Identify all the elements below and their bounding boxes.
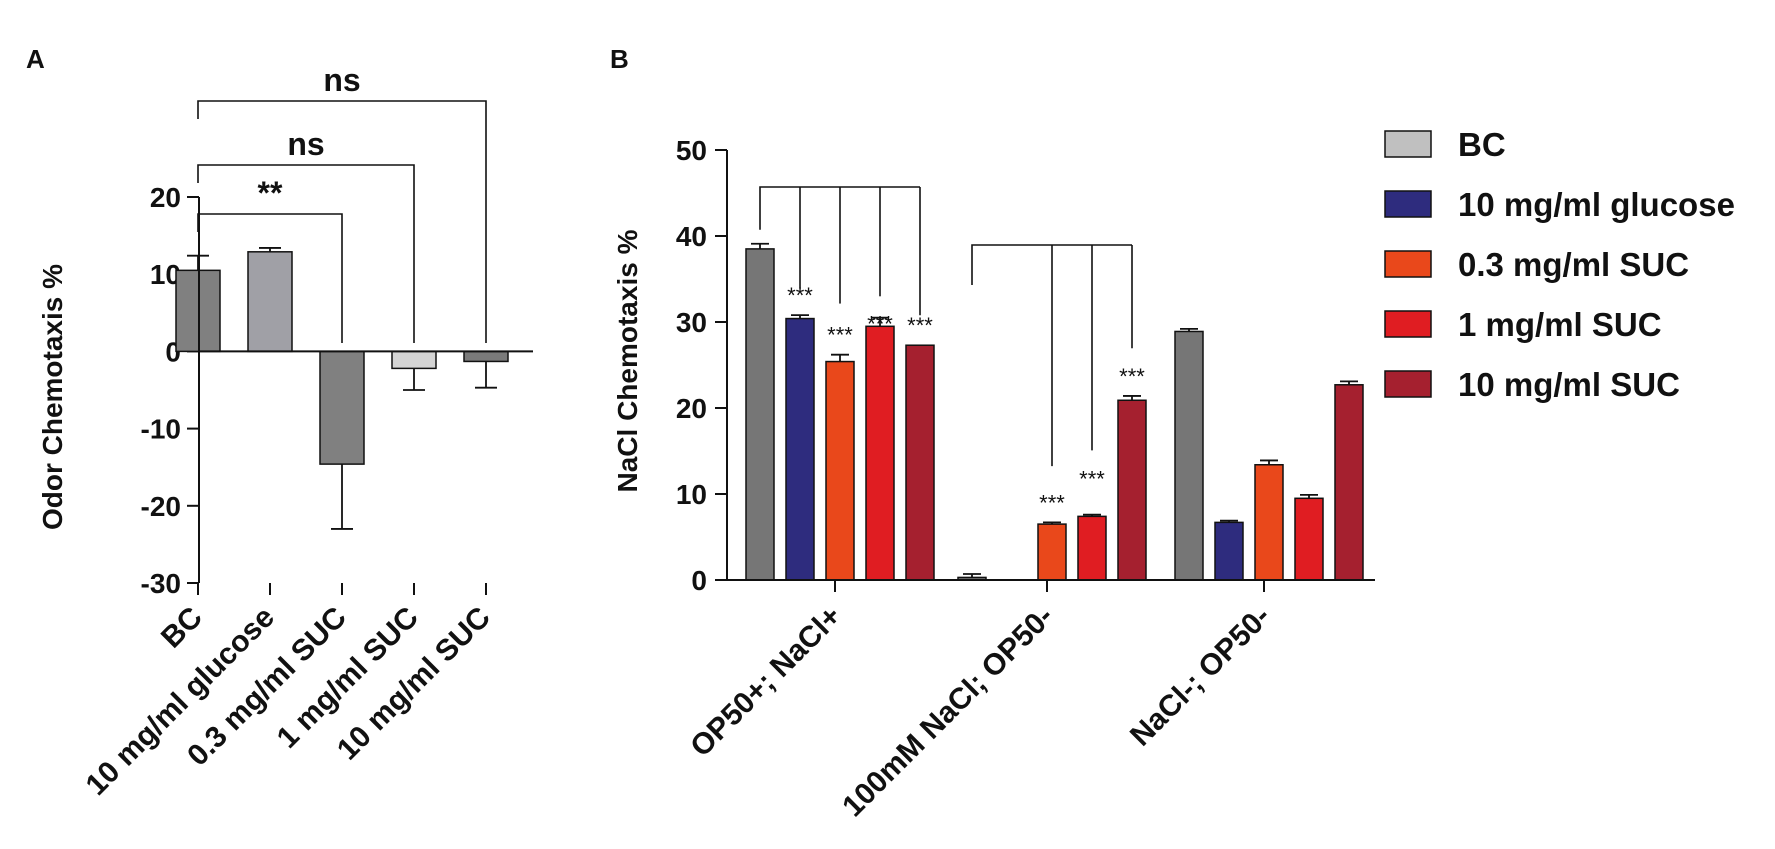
- panel-b-category-label: 100mM NaCl; OP50-: [836, 600, 1060, 824]
- legend-swatch: [1384, 370, 1432, 398]
- panel-b-y-tick-label: 20: [676, 393, 707, 424]
- panel-b-comparison-bracket: [971, 244, 1132, 285]
- panel-b-significance-label: ***: [827, 323, 853, 348]
- panel-b-y-tick-label: 40: [676, 221, 707, 252]
- panel-b-significance-label: ***: [1079, 467, 1105, 492]
- panel-b-y-tick-label: 10: [676, 479, 707, 510]
- panel-b-significance-label: ***: [907, 313, 933, 338]
- panel-a-significance-label: **: [258, 175, 283, 211]
- panel-b-bar: [905, 344, 935, 581]
- panel-a-y-tick-label: 20: [150, 182, 181, 213]
- panel-b-bar: [1334, 384, 1364, 581]
- panel-b-category-labels: OP50+; NaCl+100mM NaCl; OP50- NaCl-; OP50…: [684, 580, 1277, 823]
- panel-b-bar: [1037, 523, 1067, 581]
- panel-a-bar: [391, 350, 437, 370]
- panel-a-comparison-bracket: [197, 100, 487, 343]
- legend-label: 10 mg/ml SUC: [1458, 366, 1680, 403]
- panel-a-significance-label: ns: [323, 62, 360, 98]
- panel-b-bar: [1214, 521, 1244, 581]
- legend-label: 10 mg/ml glucose: [1458, 186, 1735, 223]
- panel-label-a: A: [26, 44, 45, 74]
- panel-b-legend: BC 10 mg/ml glucose 0.3 mg/ml SUC 1 mg/ml S…: [1384, 126, 1735, 403]
- panel-a-y-tick-label: -10: [141, 414, 181, 445]
- panel-b-y-tick-label: 30: [676, 307, 707, 338]
- panel-b-comparison-brackets: [759, 186, 1133, 467]
- legend-swatch: [1384, 130, 1432, 158]
- legend-label: 1 mg/ml SUC: [1458, 306, 1662, 343]
- panel-b-bars: [745, 248, 1364, 581]
- panel-a-comparison-bracket: [197, 164, 415, 343]
- panel-b-comparison-bracket: [759, 186, 920, 230]
- panel-a-significance-label: ns: [287, 126, 324, 162]
- panel-b-bar: [785, 317, 815, 581]
- panel-a-bar: [247, 251, 293, 353]
- panel-label-b: B: [610, 44, 629, 74]
- panel-b-significance-label: ***: [787, 283, 813, 308]
- panel-a-category-label: BC: [155, 601, 209, 655]
- legend-label: 0.3 mg/ml SUC: [1458, 246, 1689, 283]
- panel-a-bar: [319, 350, 365, 465]
- panel-b-significance-label: ***: [1119, 364, 1145, 389]
- panel-b-y-tick-label: 0: [691, 565, 707, 596]
- panel-b-bar: [825, 360, 855, 581]
- legend-swatch: [1384, 310, 1432, 338]
- panel-b-bar: [1174, 330, 1204, 581]
- panel-a-bar: [463, 350, 509, 363]
- panel-b-y-axis-label: NaCl Chemotaxis %: [612, 229, 643, 492]
- panel-a-y-tick-label: -30: [141, 568, 181, 599]
- legend-label: BC: [1458, 126, 1506, 163]
- panel-b-y-ticks: 0 10 20 30 40 50: [676, 135, 727, 596]
- panel-b-error-bars: [751, 242, 1358, 578]
- panel-a-y-tick-label: -20: [141, 491, 181, 522]
- panel-b-significance-label: ***: [1039, 490, 1065, 515]
- panel-b-bar: [1254, 464, 1284, 581]
- panel-b-bar: [1117, 399, 1147, 581]
- panel-a-y-axis-label: Odor Chemotaxis %: [37, 264, 68, 530]
- panel-b-bar: [865, 325, 895, 581]
- panel-b-bar: [1294, 497, 1324, 581]
- panel-b-category-label: NaCl-; OP50-: [1124, 600, 1277, 753]
- panel-b-bar: [745, 248, 775, 581]
- panel-b-y-tick-label: 50: [676, 135, 707, 166]
- panel-b-bar: [1077, 515, 1107, 581]
- panel-b-significance-marks: *** *** *** *** *** *** ***: [787, 283, 1145, 515]
- panel-b-category-label: OP50+; NaCl+: [684, 600, 848, 764]
- legend-swatch: [1384, 190, 1432, 218]
- panel-b-significance-label: ***: [867, 312, 893, 337]
- legend-swatch: [1384, 250, 1432, 278]
